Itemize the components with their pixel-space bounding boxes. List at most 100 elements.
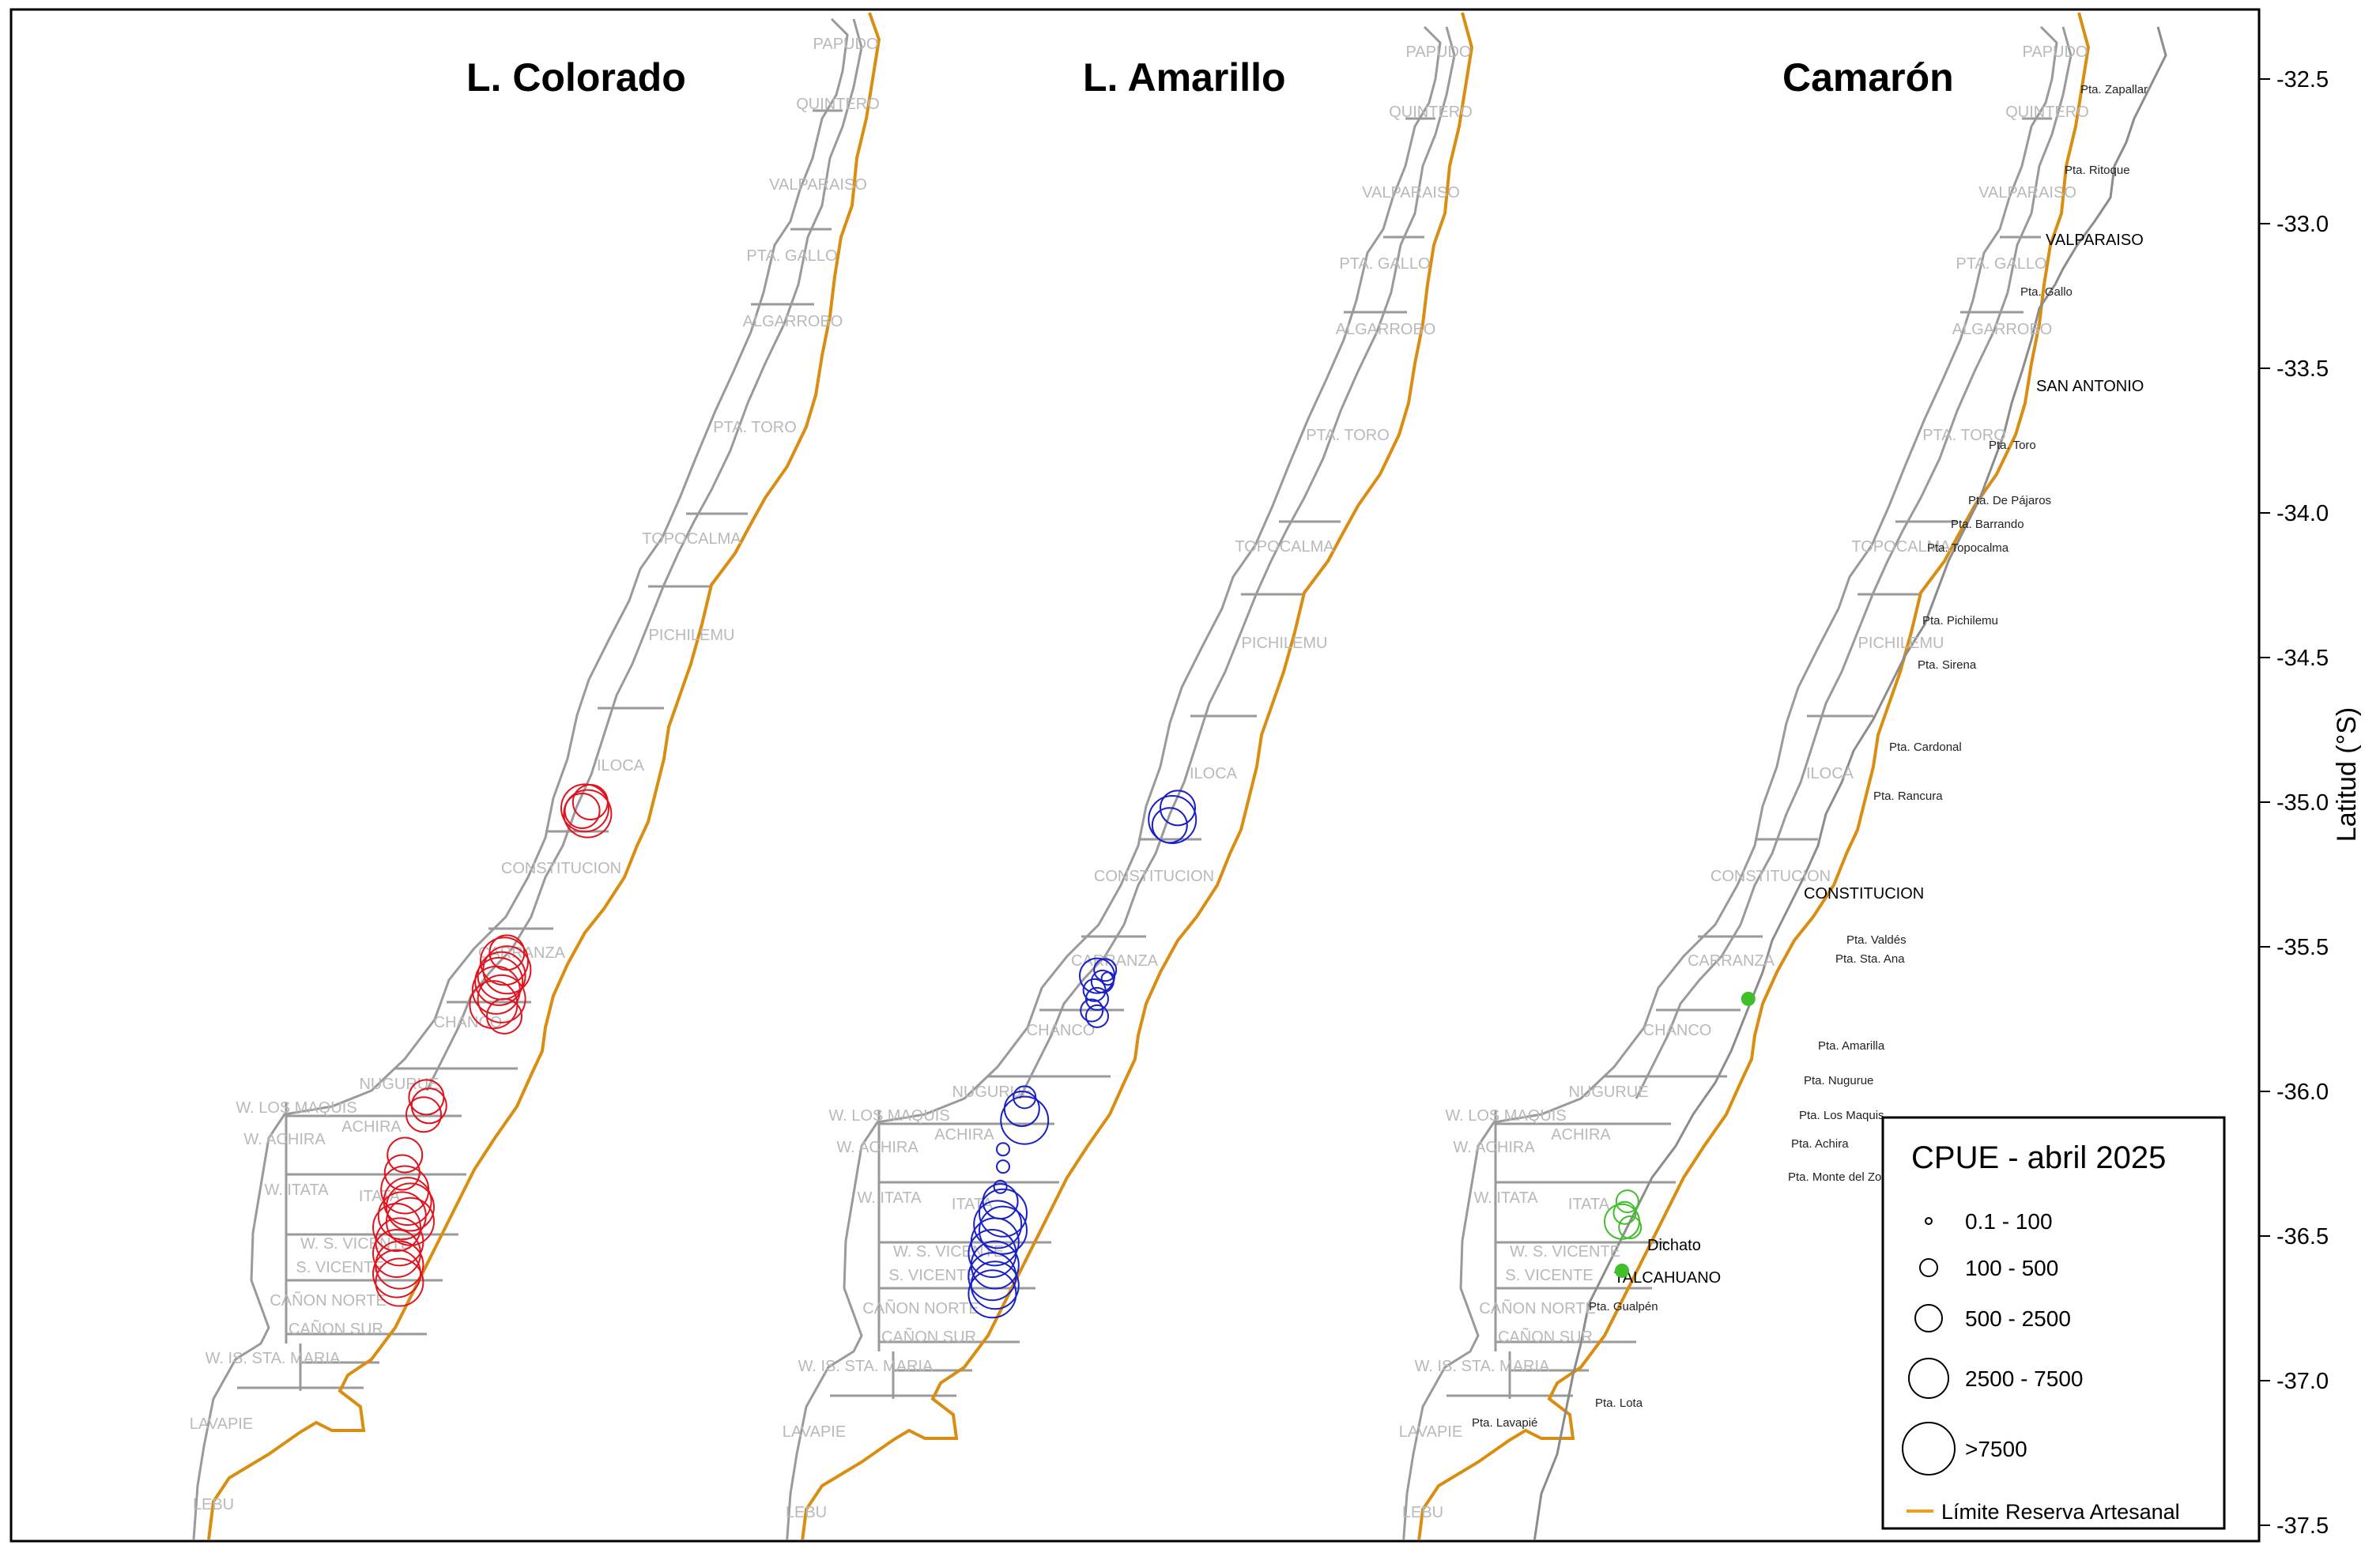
cpue-circle xyxy=(477,974,526,1023)
zone-boundaries xyxy=(237,109,843,1391)
legend-title: CPUE - abril 2025 xyxy=(1911,1140,2166,1175)
point-label: Pta. Nugurue xyxy=(1804,1074,1873,1087)
point-label: Pta. Zapallar xyxy=(2080,83,2148,96)
zone-label: LEBU xyxy=(193,1496,234,1513)
zone-label: PICHILEMU xyxy=(1858,635,1944,652)
legend-symbol xyxy=(1908,1358,1949,1399)
zone-label: S. VICENTE xyxy=(888,1267,976,1284)
cpue-circle xyxy=(979,1188,1028,1238)
zone-label: PICHILEMU xyxy=(649,627,735,644)
zone-label: PTA. GALLO xyxy=(1339,255,1430,273)
cpue-circle xyxy=(967,1269,1017,1319)
cpue-circle xyxy=(474,956,524,1006)
land-coast xyxy=(1533,26,2167,1540)
reserve-limit-line xyxy=(801,12,1474,1540)
cpue-circle xyxy=(1618,1215,1643,1240)
zone-label: ACHIRA xyxy=(1551,1126,1611,1144)
cpue-circle xyxy=(571,784,609,820)
zone-label: LAVAPIE xyxy=(190,1415,253,1433)
zone-label: TOPOCALMA xyxy=(1851,538,1951,556)
zone-label: ALGARROBO xyxy=(1952,321,2053,338)
zone-label: PICHILEMU xyxy=(1242,635,1328,652)
zone-label: VALPARAISO xyxy=(1978,184,2076,202)
cpue-circle xyxy=(372,1249,421,1298)
cpue-circle xyxy=(1000,1095,1050,1145)
latitude-tick-label: -34.0 xyxy=(2276,501,2329,526)
legend-symbol xyxy=(1902,1422,1956,1476)
zone-label: ITATA xyxy=(1568,1196,1610,1213)
zone-label: S. VICENTE xyxy=(296,1259,383,1276)
zone-label: ALGARROBO xyxy=(743,313,843,330)
cpue-circle xyxy=(482,945,532,995)
zone-label: QUINTERO xyxy=(1389,104,1473,121)
point-label: Pta. Toro xyxy=(1989,439,2036,452)
cpue-circle xyxy=(1151,807,1188,844)
cpue-circle xyxy=(1741,991,1756,1006)
zone-label: CAÑON NORTE xyxy=(862,1298,979,1317)
zone-label: PAPUDO xyxy=(1406,43,1472,61)
zone-label: W. ITATA xyxy=(857,1189,922,1207)
cpue-circle xyxy=(480,937,529,986)
zone-label: NUGURUE xyxy=(952,1084,1032,1101)
latitude-tick-label: -37.0 xyxy=(2276,1369,2329,1394)
panel-l-colorado xyxy=(192,12,881,1540)
cpue-circle xyxy=(993,1179,1008,1194)
point-label: Pta. Barrando xyxy=(1951,518,2024,531)
zone-label: W. ACHIRA xyxy=(1453,1139,1535,1156)
zone-labels: PAPUDO QUINTERO VALPARAISO PTA. GALLO ALGARR… xyxy=(190,36,2089,1521)
zone-label: VALPARAISO xyxy=(1362,184,1460,202)
cpue-circle xyxy=(386,1197,435,1246)
legend-class-label: 2500 - 7500 xyxy=(1965,1366,2083,1391)
cpue-circle xyxy=(1100,971,1115,986)
legend-class-label: 100 - 500 xyxy=(1965,1256,2058,1280)
cpue-circle xyxy=(1085,986,1109,1011)
cpue-circle xyxy=(973,1200,1023,1249)
zone-label: QUINTERO xyxy=(2005,104,2089,121)
cpue-circle xyxy=(1615,1263,1629,1278)
cpue-circle xyxy=(387,1136,424,1174)
cpue-circle xyxy=(377,1191,427,1241)
cpue-circle xyxy=(1082,978,1107,1002)
city-labels: VALPARAISO SAN ANTONIO CONSTITUCION Dichato… xyxy=(1614,232,2144,1287)
point-label: Pta. Ritoque xyxy=(2065,164,2130,177)
cpue-circle xyxy=(996,1159,1010,1174)
legend-symbol xyxy=(1925,1217,1933,1225)
zone-label: LEBU xyxy=(1402,1504,1443,1521)
zone-label: CAÑON SUR xyxy=(1498,1327,1593,1346)
zone-label: CAÑON SUR xyxy=(289,1319,383,1338)
land-coast-south xyxy=(2348,1375,2357,1547)
coastline xyxy=(1402,25,2058,1540)
latitude-tick-label: -37.5 xyxy=(2276,1513,2329,1539)
panel-title-camaron: Camarón xyxy=(1782,55,1954,100)
zone-label: LAVAPIE xyxy=(1399,1423,1462,1441)
zone-label: NUGURUE xyxy=(359,1076,439,1093)
city-label: SAN ANTONIO xyxy=(2036,378,2144,395)
panel-l-amarillo xyxy=(786,12,1474,1540)
cpue-circle xyxy=(1080,998,1104,1023)
zone-label: W. IS. STA. MARIA xyxy=(1415,1358,1550,1375)
cpue-circle xyxy=(375,1257,424,1307)
point-label: Pta. Amarilla xyxy=(1818,1039,1885,1053)
zone-label: CONSTITUCION xyxy=(1094,868,1214,885)
reserve-limit-line xyxy=(207,12,881,1540)
cpue-circle xyxy=(1093,958,1118,982)
panel-camaron xyxy=(1402,12,2357,1547)
cpue-circle xyxy=(488,934,526,971)
latitude-tick-label: -33.5 xyxy=(2276,356,2329,382)
zone-label: PTA. TORO xyxy=(713,419,797,436)
cpue-circle xyxy=(1615,1189,1639,1214)
zone-label: W. ITATA xyxy=(264,1182,329,1199)
zone-label: PTA. TORO xyxy=(1922,427,2006,444)
coastline xyxy=(786,25,1442,1540)
city-label: VALPARAISO xyxy=(2046,232,2144,249)
zone-label: W. ITATA xyxy=(1473,1189,1538,1207)
cpue-circles xyxy=(372,783,1756,1319)
zone-label: W. ACHIRA xyxy=(243,1131,326,1148)
latitude-tick-label: -36.0 xyxy=(2276,1080,2329,1105)
zone-label: TOPOCALMA xyxy=(642,530,741,548)
cpue-circle xyxy=(486,997,522,1035)
zone-label: PTA. GALLO xyxy=(1956,255,2046,273)
zone-label: W. ACHIRA xyxy=(836,1139,918,1156)
zone-label: CAÑON NORTE xyxy=(1479,1298,1595,1317)
point-label: Pta. Gualpén xyxy=(1589,1300,1658,1313)
